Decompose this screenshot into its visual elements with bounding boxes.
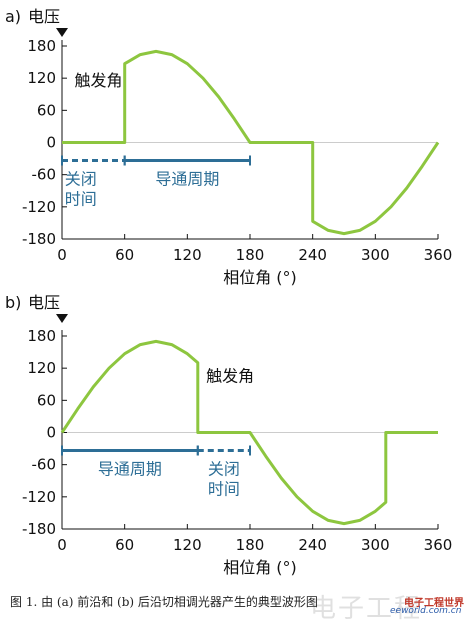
panel-a-y-tick-label: -60 <box>32 166 57 184</box>
panel-b-x-tick-label: 60 <box>115 536 134 554</box>
watermark-text: 电子工程 <box>310 594 423 624</box>
panel-b-panel-label: b) <box>5 293 21 312</box>
panel-a-y-tick-label: 60 <box>37 101 56 119</box>
panel-b-interval-label: 时间 <box>208 480 240 499</box>
panel-b-y-tick-label: -120 <box>22 488 56 506</box>
panel-b-x-tick-label: 240 <box>298 536 327 554</box>
panel-a-x-tick-label: 120 <box>173 246 202 264</box>
panel-b-x-tick-label: 180 <box>236 536 265 554</box>
panel-a-x-axis-title: 相位角 (°) <box>223 268 297 287</box>
panel-b-interval-label: 关闭 <box>208 460 240 479</box>
panel-a-y-tick-label: 180 <box>27 37 56 55</box>
panel-b-waveform-line <box>60 339 438 526</box>
panel-b-y-axis-arrow-icon <box>56 314 68 323</box>
panel-b-x-tick-label: 300 <box>361 536 390 554</box>
panel-a-y-axis-arrow-icon <box>56 28 68 37</box>
panel-a-x-tick-label: 240 <box>298 246 327 264</box>
panel-a-y-axis-title: 电压 <box>28 7 60 26</box>
watermark-name: 电子工程世界 <box>404 598 464 609</box>
panel-a-x-tick-label: 300 <box>361 246 390 264</box>
figure-caption: 图 1. 由 (a) 前沿和 (b) 后沿切相调光器产生的典型波形图 <box>10 595 318 609</box>
panel-a-interval-label: 关闭 <box>65 170 97 189</box>
watermark-site: eeworld.com.cn <box>390 606 462 616</box>
panel-a-x-tick-label: 0 <box>57 246 67 264</box>
panel-b-y-tick-label: 180 <box>27 327 56 345</box>
panel-a-x-tick-label: 60 <box>115 246 134 264</box>
panel-b-interval-label: 导通周期 <box>98 460 162 479</box>
panel-b-y-tick-label: 120 <box>27 359 56 377</box>
panel-a-y-tick-label: 0 <box>46 134 56 152</box>
panel-a-panel-label: a) <box>5 7 21 26</box>
panel-a-y-tick-label: 120 <box>27 69 56 87</box>
panel-b-x-axis-title: 相位角 (°) <box>223 558 297 577</box>
panel-b-y-tick-label: -60 <box>32 456 57 474</box>
panel-b-y-axis-title: 电压 <box>28 293 60 312</box>
panel-b-x-tick-label: 0 <box>57 536 67 554</box>
panel-a-waveform-line <box>62 49 440 236</box>
panel-a-x-tick-label: 360 <box>424 246 453 264</box>
panel-a-x-tick-label: 180 <box>236 246 265 264</box>
panel-b-y-tick-label: -180 <box>22 520 56 538</box>
panel-a-interval-label: 时间 <box>65 190 97 209</box>
panel-b-y-tick-label: 60 <box>37 391 56 409</box>
panel-a-interval-label: 导通周期 <box>155 170 219 189</box>
panel-b-annotation: 触发角 <box>206 367 254 386</box>
panel-a-annotation: 触发角 <box>75 71 123 90</box>
panel-b-x-tick-label: 120 <box>173 536 202 554</box>
panel-a-y-tick-label: -180 <box>22 230 56 248</box>
panel-b-y-tick-label: 0 <box>46 424 56 442</box>
panel-a-y-tick-label: -120 <box>22 198 56 216</box>
panel-b-x-tick-label: 360 <box>424 536 453 554</box>
